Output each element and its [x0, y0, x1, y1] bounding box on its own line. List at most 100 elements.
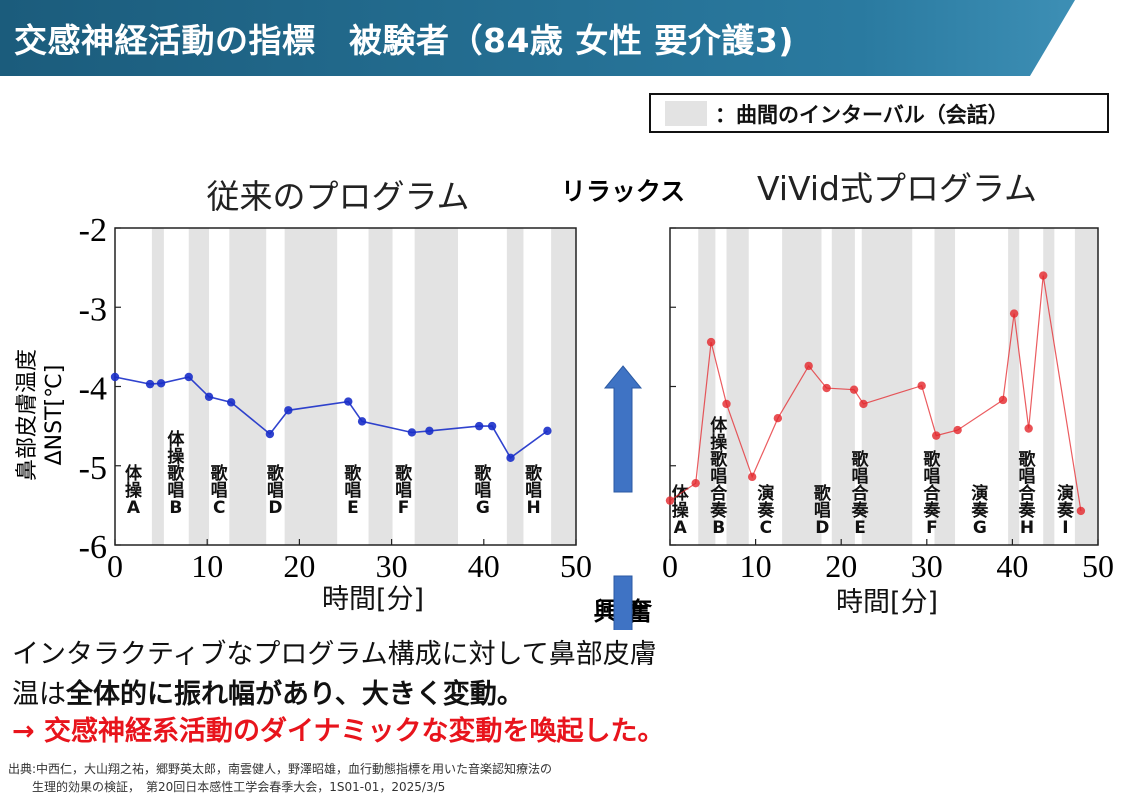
segment-label-char: 唱: [474, 481, 491, 501]
series-line: [114, 376, 548, 459]
segment-label-char: G: [973, 518, 987, 538]
chart-title: ViVid式プログラム: [757, 169, 1037, 208]
data-point: [822, 383, 831, 393]
data-point: [1009, 309, 1019, 318]
body-text-plain: 温は: [12, 679, 66, 710]
source-citation: 出典:中西仁，大山翔之祐，郷野英太郎，南雲健人，野澤昭雄，血行動態指標を用いた音…: [8, 760, 552, 796]
segment-label-char: C: [760, 518, 772, 538]
x-tick-label: 10: [740, 548, 772, 584]
segment-label-char: 体: [125, 463, 143, 484]
segment-label-char: 歌: [474, 463, 492, 484]
up-arrow-icon: [603, 365, 643, 493]
segment-label-char: D: [815, 518, 829, 538]
data-point: [932, 431, 941, 440]
interval-band: [1043, 228, 1055, 545]
segment-label-char: 歌: [525, 463, 543, 484]
segment-label-char: 奏: [922, 500, 941, 521]
page-title: 交感神経活動の指標 被験者（84歳 女性 要介護3): [14, 21, 794, 60]
segment-label-char: 唱: [710, 467, 727, 487]
segment-label-char: 唱: [525, 481, 542, 501]
legend-label: ：曲間のインターバル（会話）: [715, 103, 1009, 127]
data-point: [953, 425, 962, 435]
data-point: [691, 478, 700, 488]
segment-label: 歌唱G: [474, 463, 492, 518]
segment-label: 歌唱C: [211, 463, 229, 518]
data-point: [706, 337, 716, 347]
data-point: [357, 417, 367, 426]
segment-label-char: 歌: [852, 449, 870, 470]
x-tick-label: 0: [662, 548, 678, 584]
segment-label-char: 体: [710, 415, 728, 436]
data-point: [284, 406, 293, 415]
data-point: [226, 398, 236, 407]
down-arrow-icon: [613, 575, 633, 630]
segment-label: 演奏G: [970, 483, 989, 538]
x-tick-label: 40: [996, 548, 1028, 584]
segment-label-char: H: [1020, 518, 1034, 538]
segment-label-char: 歌: [710, 449, 728, 470]
segment-label: 体操A: [672, 483, 690, 538]
segment-label-char: 歌: [344, 463, 362, 484]
source-line-2: 生理的効果の検証， 第20回日本感性工学会春季大会，1S01-01，2025/3…: [8, 780, 446, 794]
segment-label-char: 唱: [923, 467, 940, 487]
segment-label-char: A: [127, 498, 141, 518]
x-tick-label: 50: [1082, 548, 1114, 584]
y-tick-label: -6: [79, 529, 107, 566]
interval-band: [934, 228, 956, 545]
segment-label-char: 演: [757, 483, 774, 504]
interval-band: [1008, 228, 1020, 545]
segment-label-char: 歌: [211, 463, 229, 484]
data-point: [747, 472, 757, 482]
data-point: [998, 395, 1008, 405]
data-point: [204, 392, 214, 402]
segment-label-char: H: [526, 498, 540, 518]
y-axis-label-line2: ΔNST[℃]: [42, 365, 67, 466]
chart-vivid: 0 10 20 30 40 50体操A体操歌唱合奏B演奏C歌唱D歌唱合奏E歌唱合奏F演奏G…: [662, 169, 1114, 618]
interval-band: [726, 228, 749, 545]
y-tick-label: -2: [79, 212, 107, 249]
data-point: [265, 429, 275, 439]
data-point: [722, 399, 731, 409]
legend: ：曲間のインターバル（会話）: [649, 93, 1109, 133]
y-tick-label: -3: [79, 291, 107, 328]
segment-label-char: B: [169, 498, 182, 518]
segment-label-char: 唱: [167, 481, 184, 501]
segment-label-char: B: [712, 518, 725, 538]
segment-label-char: 合: [1018, 483, 1036, 504]
segment-label-char: 奏: [709, 500, 728, 521]
segment-label-char: I: [1062, 518, 1068, 538]
y-tick-label: -5: [79, 450, 107, 487]
charts-area: -2-3-4-5-6 0 10 20 30 40 50体操A体操歌唱B歌唱C歌唱D歌唱E歌唱…: [15, 169, 1114, 630]
segment-label: 歌唱H: [525, 463, 543, 518]
segment-label-char: G: [476, 498, 490, 518]
segment-label-char: 奏: [970, 500, 989, 521]
x-tick-label: 10: [191, 548, 223, 584]
title-banner-shape: [0, 0, 1075, 76]
source-line-1: 出典:中西仁，大山翔之祐，郷野英太郎，南雲健人，野澤昭雄，血行動態指標を用いた音…: [8, 762, 553, 776]
segment-label-char: 唱: [267, 481, 284, 501]
segment-label: 演奏I: [1056, 483, 1075, 538]
x-tick-label: 0: [107, 548, 123, 584]
segment-label-char: E: [854, 518, 866, 538]
relax-label: リラックス: [561, 177, 685, 206]
body-text-line-2: 温は全体的に振れ幅があり、大きく変動。: [12, 672, 524, 711]
segment-label-char: A: [674, 518, 688, 538]
data-point: [773, 414, 783, 423]
chart-title: 従来のプログラム: [206, 177, 469, 216]
segment-label-char: F: [926, 518, 938, 538]
data-point: [1039, 271, 1048, 280]
segment-label-char: 操: [710, 432, 727, 453]
segment-label-char: 唱: [852, 467, 869, 487]
segment-label: 歌唱D: [267, 463, 285, 518]
segment-label-char: 奏: [1017, 500, 1036, 521]
interval-band: [1074, 228, 1098, 545]
segment-label-char: 操: [125, 480, 142, 501]
data-point: [506, 453, 515, 463]
x-tick-label: 40: [468, 548, 500, 584]
segment-label-char: 合: [710, 483, 728, 504]
segment-label-char: 歌: [814, 483, 832, 504]
segment-label: 歌唱E: [344, 463, 362, 518]
data-point: [665, 496, 675, 505]
segment-label-char: 唱: [814, 501, 831, 521]
